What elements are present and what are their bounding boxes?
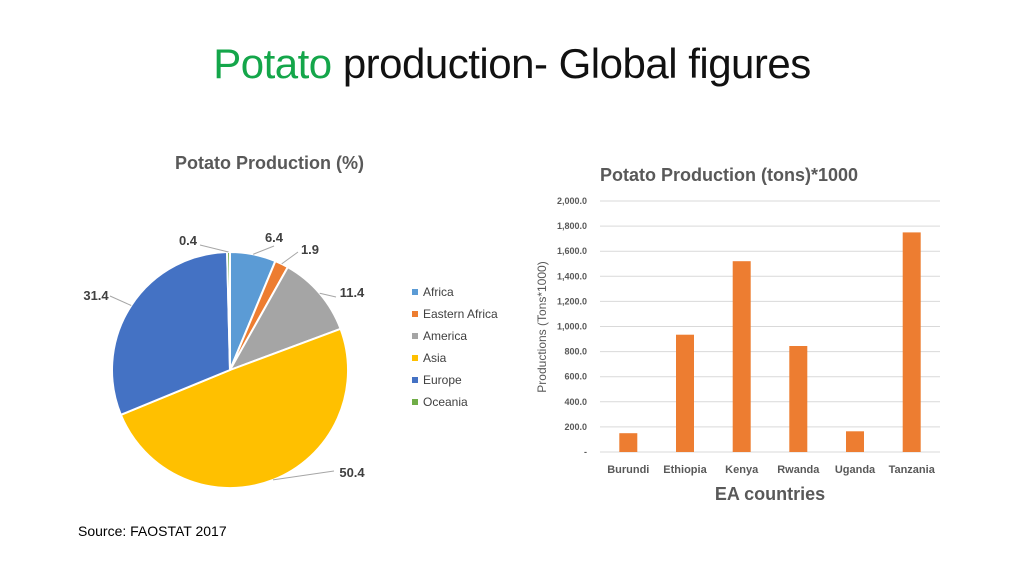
bar-ethiopia [676,334,694,452]
pie-leader-line [319,292,337,298]
bar-y-tick-label: 1,800.0 [557,221,587,231]
pie-chart-title: Potato Production (%) [175,153,364,173]
title-rest: production- Global figures [331,40,811,87]
bar-burundi [619,433,638,452]
legend-label: Oceania [423,395,468,409]
legend-swatch [412,311,418,317]
pie-leader-line [281,251,299,265]
pie-data-label: 0.4 [179,233,198,248]
bar-y-tick-label: 1,200.0 [557,296,587,306]
bar-y-tick-label: 2,000.0 [557,196,587,206]
pie-leader-line [272,470,335,481]
legend-label: Asia [423,351,447,365]
pie-data-label: 31.4 [83,288,109,303]
bar-y-tick-label: 1,000.0 [557,322,587,332]
pie-data-label: 50.4 [339,465,365,480]
legend-swatch [412,333,418,339]
bar-y-tick-label: 800.0 [564,347,587,357]
bar-y-tick-label: 1,600.0 [557,246,587,256]
bar-x-axis-title: EA countries [715,484,825,504]
bar-category-label: Rwanda [777,464,820,476]
legend-label: Eastern Africa [423,307,498,321]
bar-category-label: Kenya [725,464,759,476]
pie-data-label: 6.4 [265,230,284,245]
pie-leader-line [199,244,229,253]
bar-category-label: Tanzania [889,464,936,476]
legend-swatch [412,355,418,361]
pie-leader-line [252,245,275,255]
bar-rwanda [789,346,808,452]
legend-label: America [423,329,467,343]
legend-label: Europe [423,373,462,387]
bar-uganda [846,431,864,452]
title-accent: Potato [213,40,332,87]
legend-swatch [412,399,418,405]
legend-swatch [412,377,418,383]
bar-y-tick-label: 1,400.0 [557,271,587,281]
slide-title: Potato production- Global figures [0,36,1024,92]
bar-y-axis-title: Productions (Tons*1000) [535,261,549,392]
bar-y-tick-label: 200.0 [564,422,587,432]
bar-category-label: Burundi [607,464,649,476]
bar-y-tick-label: - [584,447,587,457]
bar-y-tick-label: 600.0 [564,372,587,382]
bar-category-label: Uganda [835,464,876,476]
legend-swatch [412,289,418,295]
bar-category-label: Ethiopia [663,464,707,476]
pie-data-label: 11.4 [340,285,365,300]
source-note: Source: FAOSTAT 2017 [78,523,227,539]
pie-slice-america [227,265,342,372]
pie-data-label: 1.9 [301,242,319,257]
bar-chart-title: Potato Production (tons)*1000 [600,165,859,185]
pie-leader-line [109,295,132,306]
bar-tanzania [902,232,921,452]
legend-label: Africa [423,285,454,299]
bar-y-tick-label: 400.0 [564,397,587,407]
bar-kenya [732,261,751,452]
